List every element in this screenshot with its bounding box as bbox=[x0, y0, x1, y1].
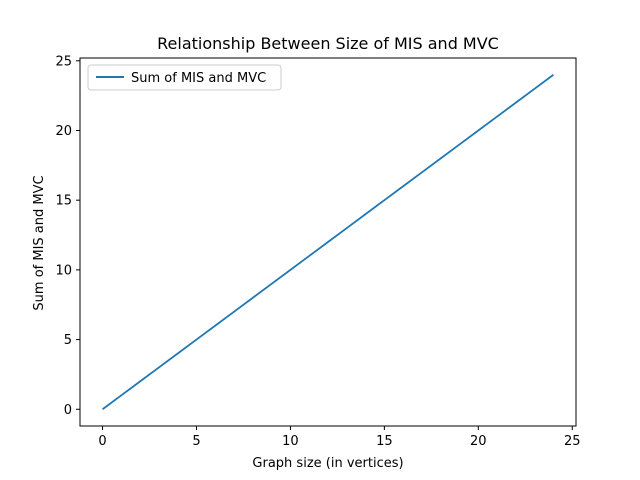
y-tick-label: 0 bbox=[64, 403, 72, 418]
y-tick-label: 20 bbox=[55, 124, 72, 139]
y-tick-label: 15 bbox=[55, 194, 72, 209]
plot-frame bbox=[79, 57, 577, 427]
x-tick-label: 20 bbox=[470, 434, 487, 449]
chart-title: Relationship Between Size of MIS and MVC bbox=[157, 34, 499, 53]
y-axis-ticks: 0 5 10 15 20 25 bbox=[55, 54, 80, 418]
x-axis-label: Graph size (in vertices) bbox=[252, 456, 403, 471]
x-tick-label: 15 bbox=[376, 434, 393, 449]
plot-area: 0 5 10 15 20 25 0 5 10 15 20 25 bbox=[55, 54, 580, 449]
x-tick-label: 25 bbox=[564, 434, 581, 449]
x-tick-label: 0 bbox=[98, 434, 106, 449]
y-tick-label: 5 bbox=[64, 333, 72, 348]
y-tick-label: 25 bbox=[55, 54, 72, 69]
x-axis-ticks: 0 5 10 15 20 25 bbox=[98, 426, 581, 449]
y-tick-label: 10 bbox=[55, 263, 72, 278]
x-tick-label: 10 bbox=[282, 434, 299, 449]
legend-label: Sum of MIS and MVC bbox=[131, 71, 266, 86]
series-layer bbox=[102, 74, 554, 410]
x-tick-label: 5 bbox=[192, 434, 200, 449]
series-line bbox=[102, 74, 554, 410]
legend: Sum of MIS and MVC bbox=[87, 64, 282, 91]
y-axis-label: Sum of MIS and MVC bbox=[32, 175, 47, 310]
legend-box bbox=[87, 64, 282, 91]
